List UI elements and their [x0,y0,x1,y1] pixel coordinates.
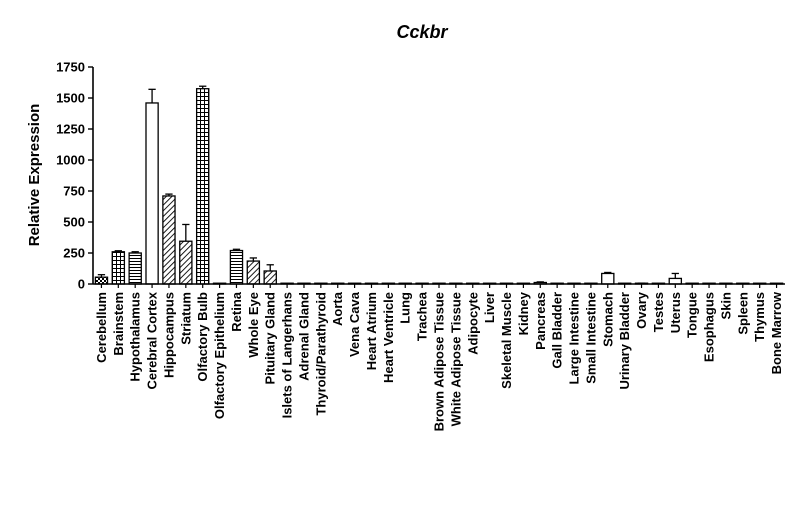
bar [263,270,277,285]
bar [162,195,176,285]
x-tick-label: Striatum [178,292,193,345]
y-tick-label: 1250 [56,122,85,137]
x-tick-label: Uterus [668,292,683,333]
bar [246,260,261,285]
y-axis: 0 250 500 750 1000 1250 1500 1750 [56,60,94,292]
x-tick-label: Testes [651,292,666,332]
x-tick-label: Olfactory Bulb [195,292,210,382]
x-tick-label: Thyroid/Parathyroid [313,292,328,416]
x-tick-label: Ovary [634,291,649,329]
y-tick-label: 1750 [56,60,85,75]
x-tick-label: Skin [718,292,733,320]
y-tick-label: 500 [63,215,85,230]
x-tick-label: Small Intestine [583,292,598,384]
x-tick-label: Vena Cava [347,291,362,357]
x-tick-label: Thymus [752,292,767,342]
bar [195,88,210,285]
bar [668,277,683,285]
x-tick-label: Cerebral Cortex [145,291,160,389]
y-tick-label: 0 [78,277,85,292]
x-tick-label: Skeletal Muscle [499,292,514,389]
x-tick-label: Kidney [516,291,531,335]
y-tick-label: 250 [63,246,85,261]
y-tick-label: 1500 [56,91,85,106]
x-tick-label: Tongue [685,292,700,338]
x-tick-label: Islets of Langerhans [280,292,295,418]
y-tick-label: 750 [63,184,85,199]
bar [229,249,244,285]
x-tick-label: White Adipose Tissue [448,292,463,426]
x-tick-label: Heart Ventricle [381,292,396,383]
x-tick-label: Bone Marrow [769,291,784,374]
x-tick-label: Pituitary Gland [263,292,278,385]
x-tick-label: Aorta [330,291,345,326]
x-axis: Cerebellum Brainstem Hypothalamus Cerebral … [93,283,785,431]
x-tick-label: Adrenal Gland [296,292,311,381]
x-tick-label: Pancreas [533,292,548,350]
x-tick-label: Adipocyte [465,292,480,355]
y-tick-label: 1000 [56,153,85,168]
x-tick-label: Brown Adipose Tissue [432,292,447,431]
bar [179,240,193,285]
x-tick-label: Whole Eye [246,292,261,358]
x-tick-label: Olfactory Epithelium [212,292,227,419]
x-tick-label: Lung [398,292,413,324]
x-tick-label: Large Intestine [567,292,582,384]
x-tick-label: Hippocampus [161,292,176,378]
bar [601,272,615,285]
x-tick-label: Retina [229,291,244,332]
x-tick-label: Liver [482,292,497,323]
x-tick-label: Urinary Bladder [617,292,632,390]
x-tick-label: Cerebellum [94,292,109,363]
x-tick-label: Brainstem [111,292,126,356]
x-tick-label: Heart Atrium [364,292,379,370]
x-tick-label: Trachea [415,291,430,341]
y-axis-label: Relative Expression [26,104,43,247]
x-tick-label: Stomach [600,292,615,347]
x-tick-label: Spleen [735,292,750,335]
x-tick-label: Esophagus [702,292,717,362]
x-tick-label: Gall Bladder [550,292,565,369]
bar [145,102,159,285]
bar [128,252,142,285]
bar [111,251,126,285]
x-tick-label: Hypothalamus [128,292,143,382]
bars-group [94,85,784,285]
chart-title: Cckbr [396,22,448,42]
bar [94,276,109,285]
